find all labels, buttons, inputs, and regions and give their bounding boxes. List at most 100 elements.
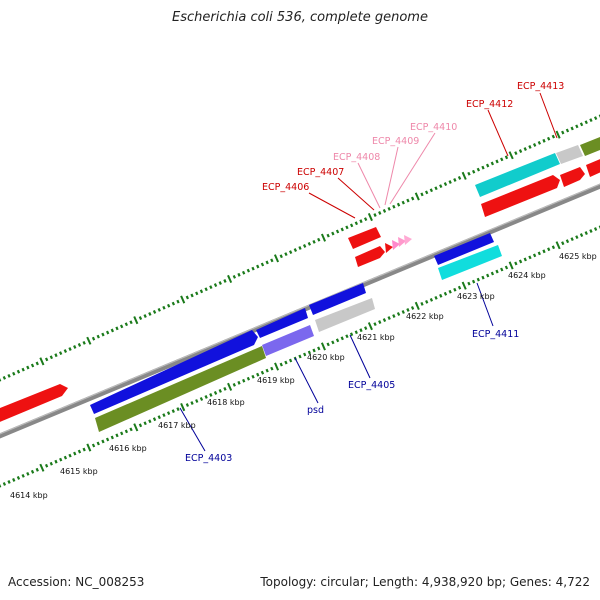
major-tick: [274, 362, 280, 371]
tick-label: 4615 kbp: [60, 467, 98, 476]
label-ecp_4410[interactable]: ECP_4410: [410, 122, 457, 133]
minor-tick: [16, 369, 21, 374]
minor-tick: [340, 336, 344, 341]
cds-olive-right-edge[interactable]: [580, 133, 600, 156]
minor-tick: [237, 272, 241, 277]
label-ecp_4406[interactable]: ECP_4406: [262, 182, 309, 193]
minor-tick: [542, 249, 546, 254]
cds-blue-ecp_4405[interactable]: [309, 283, 366, 315]
minor-tick: [293, 248, 298, 252]
major-tick: [180, 295, 186, 304]
cds-gray-ecp_4405[interactable]: [315, 298, 375, 332]
cds-blue-ecp_4403[interactable]: [90, 330, 258, 414]
cds-red-right-edge[interactable]: [586, 155, 600, 177]
minor-tick: [532, 253, 537, 258]
major-tick: [508, 261, 514, 270]
minor-tick: [476, 167, 481, 172]
cds-purple-psd[interactable]: [262, 325, 314, 356]
label-ecp_4405[interactable]: ECP_4405: [348, 380, 395, 391]
minor-tick: [575, 124, 579, 129]
minor-tick: [157, 307, 161, 312]
cds-blue-psd[interactable]: [256, 308, 308, 338]
label-ecp_4409[interactable]: ECP_4409: [372, 136, 419, 147]
cds-cyan-ecp_4411[interactable]: [438, 245, 502, 280]
label-ecp_4413[interactable]: ECP_4413: [517, 81, 564, 92]
minor-tick: [302, 244, 307, 248]
minor-tick: [171, 301, 176, 306]
major-tick: [414, 192, 420, 201]
cds-ecp_4410b[interactable]: [404, 235, 412, 245]
minor-tick: [176, 407, 180, 412]
cds-ecp_4409[interactable]: [392, 240, 400, 250]
label-ecp_4412[interactable]: ECP_4412: [466, 99, 513, 110]
minor-tick: [401, 310, 405, 314]
minor-tick: [457, 285, 462, 290]
minor-tick: [307, 350, 312, 355]
minor-tick: [44, 463, 49, 468]
cds-ecp_4407[interactable]: [355, 246, 385, 267]
major-tick: [461, 281, 467, 290]
cds-cyan-4413[interactable]: [475, 153, 560, 197]
label-ecp_4403[interactable]: ECP_4403: [185, 453, 232, 464]
minor-tick: [312, 348, 316, 353]
cds-gray-4413[interactable]: [556, 145, 583, 164]
minor-tick: [256, 372, 260, 377]
minor-tick: [190, 293, 194, 298]
minor-tick: [223, 386, 227, 391]
minor-tick: [138, 316, 143, 321]
minor-tick: [448, 289, 452, 294]
minor-tick: [396, 202, 401, 207]
minor-tick: [504, 155, 509, 160]
minor-tick: [232, 382, 236, 387]
label-psd[interactable]: psd: [307, 405, 324, 416]
minor-tick: [420, 192, 424, 197]
forward-strand-features: [0, 133, 600, 426]
tick-label: 4621 kbp: [357, 333, 395, 342]
cds-ecp_4412[interactable]: [481, 175, 560, 217]
label-ecp_4408[interactable]: ECP_4408: [333, 152, 380, 163]
minor-tick: [279, 254, 283, 259]
minor-tick: [373, 322, 377, 327]
minor-tick: [101, 332, 105, 337]
minor-tick: [453, 178, 457, 182]
minor-tick: [547, 247, 551, 252]
minor-tick: [331, 340, 335, 345]
minor-tick: [443, 182, 448, 187]
minor-tick: [514, 151, 518, 156]
tick-label: 4625 kbp: [559, 252, 597, 261]
minor-tick: [429, 297, 434, 302]
minor-tick: [406, 198, 410, 203]
minor-tick: [199, 289, 204, 294]
cds-red-right-small[interactable]: [560, 167, 585, 187]
minor-tick: [166, 411, 171, 416]
minor-tick: [265, 368, 269, 373]
cds-ecp_4408[interactable]: [385, 243, 393, 253]
gene-labels: ECP_4403 psd ECP_4405 ECP_4411 ECP_4406 …: [185, 81, 564, 464]
major-tick: [367, 322, 373, 331]
cds-blue-ecp_4411[interactable]: [434, 233, 494, 265]
cds-ecp_4410[interactable]: [398, 237, 406, 247]
label-ecp_4407[interactable]: ECP_4407: [297, 167, 344, 178]
minor-tick: [471, 279, 476, 284]
minor-tick: [162, 413, 166, 418]
minor-tick: [16, 475, 21, 480]
cds-ecp_4406-forward[interactable]: [348, 227, 381, 249]
cds-red-left-forward[interactable]: [0, 384, 68, 426]
minor-tick: [49, 461, 53, 466]
minor-tick: [21, 473, 25, 478]
minor-tick: [101, 439, 105, 444]
minor-tick: [345, 225, 349, 230]
minor-tick: [237, 380, 241, 385]
minor-tick: [392, 314, 396, 318]
minor-tick: [82, 340, 86, 345]
major-tick: [367, 212, 373, 222]
minor-tick: [284, 360, 288, 365]
cds-olive-ecp_4403[interactable]: [95, 346, 266, 432]
minor-tick: [12, 371, 16, 376]
label-ecp_4411[interactable]: ECP_4411: [472, 329, 519, 340]
major-tick: [39, 463, 45, 472]
minor-tick: [584, 231, 588, 236]
minor-tick: [143, 314, 147, 318]
minor-tick: [363, 217, 368, 222]
